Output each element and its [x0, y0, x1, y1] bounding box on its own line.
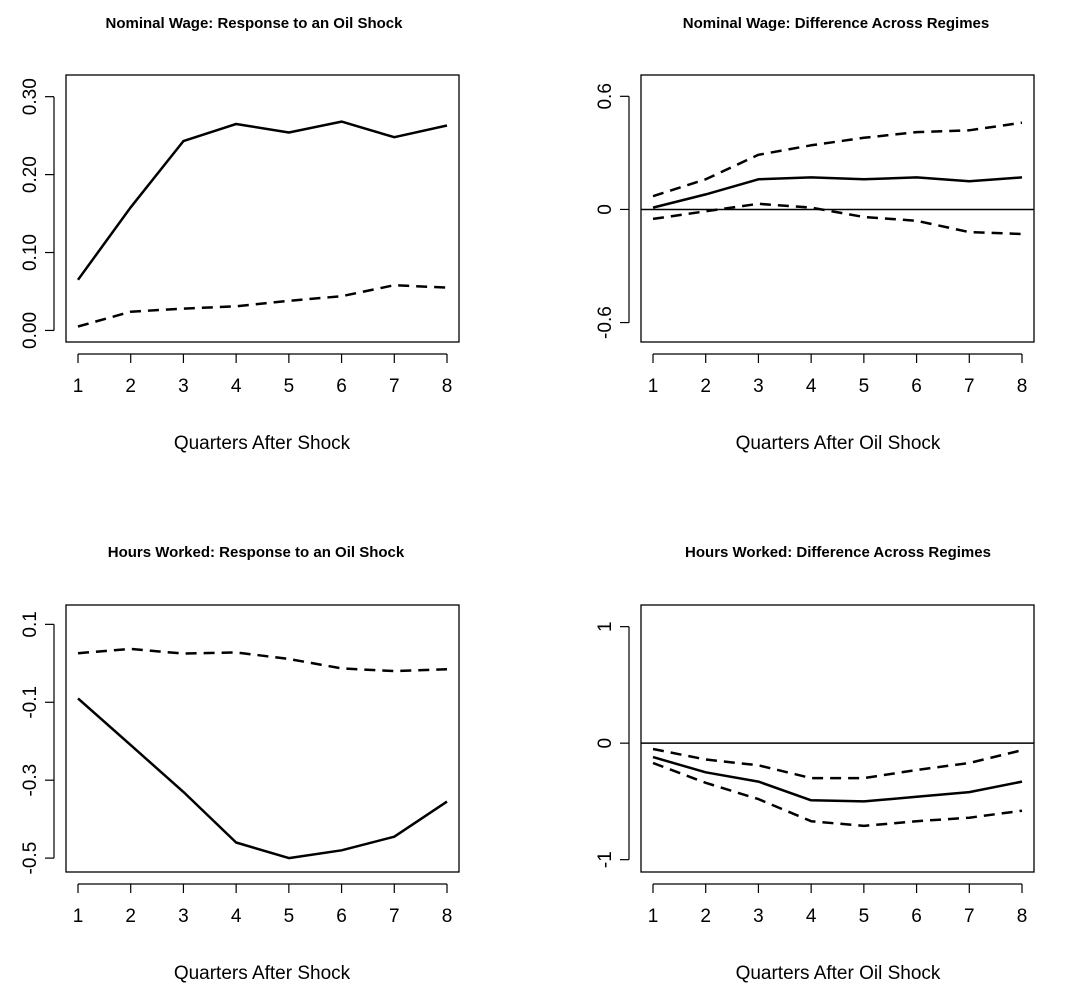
x-tick-label: 8 — [1017, 906, 1028, 927]
y-tick-label: 1 — [595, 621, 616, 632]
panel-hours-worked-response: Hours Worked: Response to an Oil Shock Q… — [20, 544, 460, 984]
y-tick-label: 0.1 — [20, 611, 41, 637]
y-tick-label: -0.6 — [595, 306, 616, 339]
x-axis-label: Quarters After Oil Shock — [736, 433, 941, 454]
x-tick-label: 1 — [73, 906, 84, 927]
x-tick-label: 5 — [859, 906, 870, 927]
x-tick-label: 4 — [231, 906, 242, 927]
x-tick-label: 3 — [753, 906, 764, 927]
x-tick-label: 5 — [284, 906, 295, 927]
panel-title: Hours Worked: Response to an Oil Shock — [108, 544, 405, 561]
x-axis-label: Quarters After Shock — [174, 433, 351, 454]
point-estimate-line — [652, 176, 1023, 209]
y-tick-label: 0 — [595, 204, 616, 215]
x-tick-label: 3 — [178, 906, 189, 927]
plot-frame — [640, 604, 1035, 873]
y-tick-label: 0.00 — [20, 312, 41, 349]
x-tick-label: 1 — [648, 376, 659, 397]
x-tick-label: 2 — [700, 376, 711, 397]
x-tick-label: 6 — [336, 376, 347, 397]
x-tick-label: 2 — [125, 376, 136, 397]
x-tick-label: 6 — [911, 906, 922, 927]
x-tick-label: 1 — [648, 906, 659, 927]
y-tick-label: 0.20 — [20, 156, 41, 193]
y-tick-label: 0.6 — [595, 83, 616, 109]
x-tick-label: 8 — [442, 906, 453, 927]
x-tick-label: 7 — [964, 906, 975, 927]
x-tick-label: 2 — [125, 906, 136, 927]
x-tick-label: 3 — [178, 376, 189, 397]
x-tick-label: 4 — [231, 376, 242, 397]
plot-frame — [640, 74, 1035, 343]
panel-title: Hours Worked: Difference Across Regimes — [685, 544, 991, 561]
confidence-band-line — [652, 747, 1023, 780]
point-estimate-line — [652, 755, 1023, 803]
confidence-band-line — [77, 647, 448, 673]
panel-hours-worked-difference: Hours Worked: Difference Across Regimes … — [595, 544, 1035, 984]
y-tick-label: 0.10 — [20, 234, 41, 271]
x-tick-label: 3 — [753, 376, 764, 397]
panel-nominal-wage-response: Nominal Wage: Response to an Oil Shock Q… — [20, 15, 460, 454]
x-tick-label: 7 — [389, 376, 400, 397]
x-tick-label: 2 — [700, 906, 711, 927]
y-tick-label: -0.5 — [20, 842, 41, 875]
x-tick-label: 4 — [806, 906, 817, 927]
plot-frame — [65, 604, 460, 873]
x-tick-label: 8 — [442, 376, 453, 397]
x-tick-label: 6 — [911, 376, 922, 397]
y-tick-label: 0 — [595, 738, 616, 749]
x-tick-label: 1 — [73, 376, 84, 397]
x-axis-label: Quarters After Shock — [174, 963, 351, 984]
confidence-band-line — [652, 121, 1023, 198]
y-tick-label: -0.1 — [20, 686, 41, 719]
x-axis-label: Quarters After Oil Shock — [736, 963, 941, 984]
plot-frame — [65, 74, 460, 343]
x-tick-label: 8 — [1017, 376, 1028, 397]
panel-title: Nominal Wage: Response to an Oil Shock — [106, 15, 404, 32]
x-tick-label: 5 — [859, 376, 870, 397]
y-tick-label: 0.30 — [20, 78, 41, 115]
y-tick-label: -1 — [595, 851, 616, 868]
point-estimate-line — [77, 697, 448, 860]
x-tick-label: 5 — [284, 376, 295, 397]
panel-title: Nominal Wage: Difference Across Regimes — [683, 15, 989, 32]
confidence-band-line — [77, 283, 448, 328]
point-estimate-line — [76, 120, 448, 281]
y-tick-label: -0.3 — [20, 764, 41, 797]
x-tick-label: 7 — [389, 906, 400, 927]
x-tick-label: 4 — [806, 376, 817, 397]
confidence-band-line — [652, 202, 1023, 236]
x-tick-label: 7 — [964, 376, 975, 397]
panel-nominal-wage-difference: Nominal Wage: Difference Across Regimes … — [595, 15, 1035, 454]
x-tick-label: 6 — [336, 906, 347, 927]
